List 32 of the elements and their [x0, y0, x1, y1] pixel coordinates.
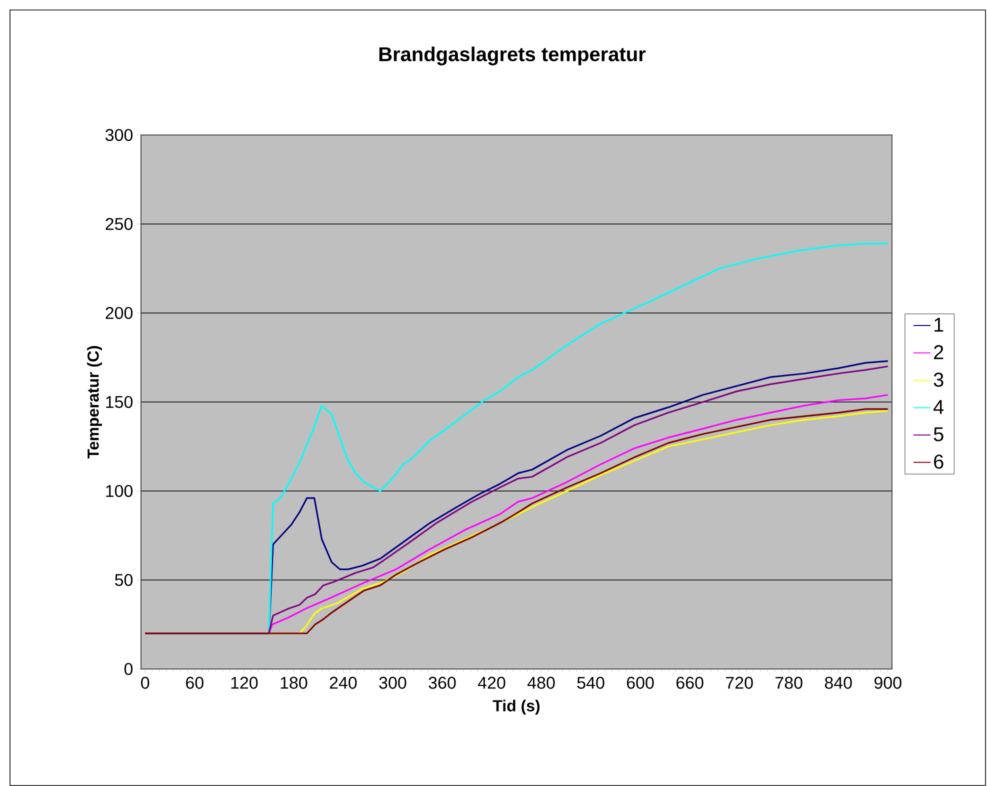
y-axis-title: Temperatur (C) [87, 346, 102, 459]
x-tick-label: 660 [676, 676, 704, 689]
x-tick-label: 0 [141, 676, 150, 689]
x-tick-label: 480 [527, 676, 555, 689]
legend-label: 1 [934, 318, 944, 332]
legend-label: 6 [934, 454, 944, 469]
legend-label: 4 [933, 400, 944, 414]
x-tick-label: 360 [428, 676, 456, 689]
y-tick-label: 100 [106, 484, 133, 498]
legend-label: 3 [934, 372, 944, 387]
legend-label: 2 [934, 345, 944, 360]
legend-label: 5 [934, 427, 944, 442]
y-tick-label: 250 [106, 218, 133, 230]
y-tick-label: 150 [106, 396, 133, 408]
x-tick-label: 600 [626, 676, 654, 689]
x-tick-label: 120 [231, 676, 258, 689]
x-tick-label: 780 [776, 676, 802, 689]
y-tick-label: 300 [105, 128, 133, 142]
x-tick-label: 60 [186, 676, 204, 689]
y-tick-label: 0 [124, 662, 133, 676]
x-tick-label: 300 [379, 676, 406, 689]
x-tick-label: 420 [478, 676, 506, 689]
x-tick-label: 540 [577, 676, 604, 689]
x-tick-label: 840 [824, 676, 852, 689]
x-tick-label: 900 [874, 676, 902, 689]
chart-title: Brandgaslagrets temperatur [379, 46, 646, 66]
x-tick-label: 240 [330, 676, 357, 689]
y-tick-label: 50 [114, 574, 133, 586]
x-tick-label: 720 [726, 676, 753, 689]
y-tick-label: 200 [106, 306, 133, 320]
x-axis-title: Tid (s) [492, 700, 540, 715]
x-tick-label: 180 [280, 676, 308, 689]
